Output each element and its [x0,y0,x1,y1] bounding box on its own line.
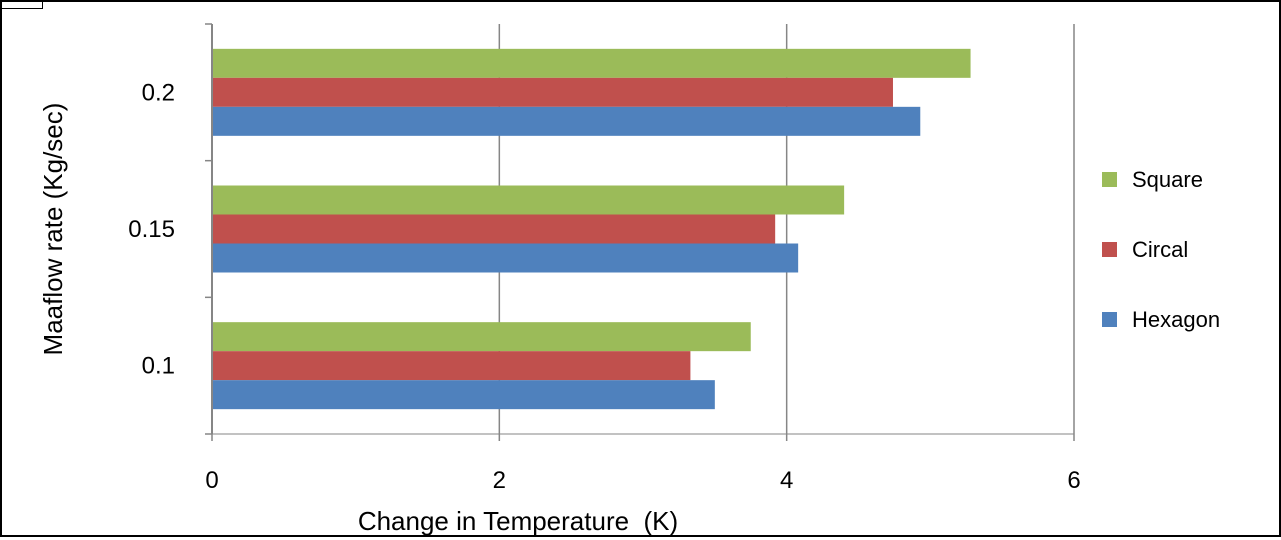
legend-label-square: Square [1132,167,1203,192]
bar-square-0.2 [212,48,971,78]
x-axis-title: Change in Temperature (K) [358,506,678,535]
y-tick-label-0.15: 0.15 [128,216,175,243]
bar-circal-0.1 [212,351,691,381]
x-tick-label-6: 6 [1067,467,1080,494]
x-tick-label-0: 0 [205,467,218,494]
bar-hexagon-0.15 [212,243,799,273]
legend-swatch-circal [1102,242,1117,257]
axes [211,24,1074,435]
bar-square-0.15 [212,185,845,215]
x-tick-label-2: 2 [493,467,506,494]
x-tick-label-4: 4 [780,467,793,494]
bar-circal-0.2 [212,77,893,107]
bar-circal-0.15 [212,214,776,244]
y-tick-label-0.1: 0.1 [142,353,175,380]
corner-tab [2,2,43,9]
bar-hexagon-0.1 [212,380,715,410]
bar-square-0.1 [212,322,751,352]
y-axis-title: Maaflow rate (Kg/sec) [38,103,68,356]
legend-swatch-hexagon [1102,312,1117,327]
legend-label-circal: Circal [1132,237,1188,262]
legend-swatch-square [1102,172,1117,187]
bars [212,48,971,410]
legend-label-hexagon: Hexagon [1132,307,1220,332]
legend: Square Circal Hexagon [1102,167,1220,332]
tick-labels: 0 2 4 6 0.1 0.15 0.2 [128,23,1081,494]
y-tick-label-0.2: 0.2 [142,79,175,106]
bar-hexagon-0.2 [212,106,921,136]
